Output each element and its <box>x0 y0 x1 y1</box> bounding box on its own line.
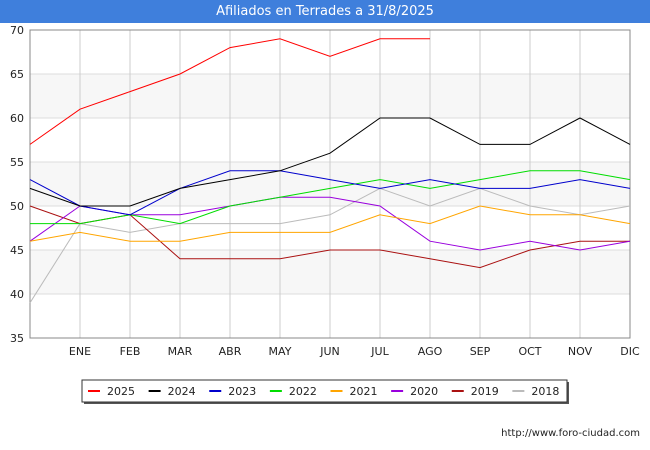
x-tick-label: FEB <box>120 345 141 358</box>
y-tick-label: 60 <box>10 112 24 125</box>
legend-label-2021: 2021 <box>350 385 378 398</box>
grid-lines <box>29 29 631 339</box>
x-tick-label: SEP <box>470 345 491 358</box>
series-line-2023 <box>29 170 631 216</box>
legend-label-2023: 2023 <box>228 385 256 398</box>
x-tick-label: OCT <box>518 345 541 358</box>
x-tick-label: JUN <box>319 345 340 358</box>
footer-url: http://www.foro-ciudad.com <box>501 428 640 439</box>
y-tick-label: 55 <box>10 156 24 169</box>
x-tick-label: AGO <box>418 345 443 358</box>
series-lines <box>29 38 631 304</box>
x-tick-label: NOV <box>568 345 593 358</box>
chart-title: Afiliados en Terrades a 31/8/2025 <box>0 0 650 23</box>
x-tick-labels: ENE FEB MAR ABR MAY JUN JUL AGO SEP OCT NOV DIC <box>69 345 640 358</box>
y-tick-label: 35 <box>10 332 24 345</box>
x-tick-label: MAR <box>168 345 193 358</box>
series-line-2024 <box>29 117 631 207</box>
legend: 2025 2024 2023 2022 2021 2020 2019 2018 <box>81 379 569 404</box>
legend-label-2025: 2025 <box>107 385 135 398</box>
y-tick-label: 65 <box>10 68 24 81</box>
x-tick-label: ABR <box>219 345 242 358</box>
x-tick-label: JUL <box>370 345 389 358</box>
y-tick-labels: 35 40 45 50 55 60 65 70 <box>10 24 24 345</box>
legend-label-2018: 2018 <box>531 385 559 398</box>
series-line-2025 <box>29 38 430 145</box>
plot-border <box>29 29 631 339</box>
legend-label-2022: 2022 <box>289 385 317 398</box>
y-tick-label: 70 <box>10 24 24 37</box>
y-tick-label: 50 <box>10 200 24 213</box>
legend-label-2020: 2020 <box>410 385 438 398</box>
y-tick-label: 45 <box>10 244 24 257</box>
series-line-2018 <box>29 187 631 304</box>
y-tick-label: 40 <box>10 288 24 301</box>
x-tick-label: MAY <box>269 345 292 358</box>
x-tick-label: DIC <box>620 345 640 358</box>
x-tick-label: ENE <box>69 345 91 358</box>
series-line-2021 <box>29 205 631 242</box>
legend-box <box>81 379 568 403</box>
legend-label-2024: 2024 <box>168 385 196 398</box>
legend-label-2019: 2019 <box>471 385 499 398</box>
